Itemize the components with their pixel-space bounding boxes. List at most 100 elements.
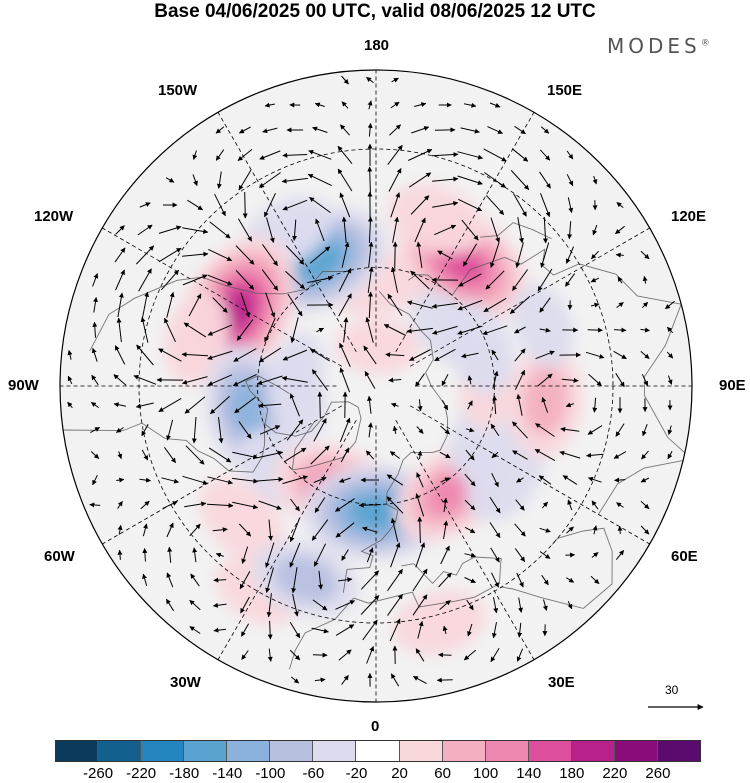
colorbar-swatch — [98, 740, 142, 762]
coastline — [353, 556, 502, 608]
wind-vector — [289, 621, 301, 639]
wind-vector — [115, 427, 124, 433]
wind-vector — [464, 552, 476, 558]
wind-vector — [117, 549, 123, 560]
wind-vector — [215, 552, 224, 558]
wind-vector — [491, 349, 499, 361]
wind-vector — [115, 269, 125, 291]
wind-vector — [388, 168, 402, 192]
wind-vector — [510, 170, 530, 190]
wind-vector — [311, 369, 329, 391]
wind-vector — [91, 347, 98, 362]
wind-vector — [591, 250, 599, 260]
wind-vector — [212, 297, 228, 313]
wind-vector — [141, 423, 149, 437]
wind-vector — [541, 574, 549, 586]
wind-vector — [207, 476, 234, 485]
wind-vector — [285, 270, 305, 290]
colorbar-tick-label: -180 — [169, 765, 200, 782]
wind-vector — [341, 241, 350, 268]
wind-vector — [133, 374, 157, 385]
wind-vector — [490, 547, 500, 563]
wind-vector — [416, 426, 424, 434]
wind-vector — [235, 245, 255, 265]
wind-vector — [207, 350, 233, 360]
wind-vector — [490, 423, 500, 437]
wind-vector — [161, 477, 180, 484]
wind-vector — [236, 319, 254, 341]
wind-vector — [493, 597, 499, 614]
wind-vector — [539, 149, 551, 161]
wind-vector — [509, 296, 531, 314]
anomaly-contour — [388, 183, 486, 255]
wind-vector — [258, 403, 282, 409]
wind-vector — [592, 224, 598, 236]
wind-vector — [442, 497, 448, 512]
wind-vector — [387, 568, 403, 591]
wind-vector — [534, 448, 556, 462]
wind-vector — [290, 317, 299, 344]
wind-vector — [312, 599, 328, 611]
wind-vector — [165, 177, 175, 183]
wind-vector — [184, 501, 207, 508]
wind-vector — [458, 273, 482, 287]
wind-vector — [412, 594, 428, 616]
wind-vector — [432, 325, 458, 335]
wind-vector — [187, 199, 204, 211]
wind-vector — [281, 177, 308, 184]
wind-vector — [539, 171, 551, 189]
wind-vector — [339, 417, 351, 443]
wind-vector — [212, 527, 228, 533]
wind-vector — [256, 476, 284, 482]
wind-vector — [484, 172, 507, 188]
wind-vector — [317, 391, 323, 419]
wind-vector — [487, 126, 504, 134]
wind-vector — [312, 126, 328, 133]
wind-vector — [137, 224, 153, 236]
wind-vector — [268, 519, 274, 541]
wind-vector — [192, 150, 198, 160]
wind-vector — [385, 352, 405, 358]
wind-vector — [258, 172, 281, 188]
wind-vector — [362, 526, 378, 533]
wind-vector — [314, 102, 325, 108]
wind-vector — [665, 300, 675, 310]
wind-vector — [309, 246, 331, 264]
lon-label-90e: 90E — [719, 377, 746, 394]
wind-vector — [440, 477, 450, 483]
wind-vector — [339, 192, 351, 218]
wind-vector — [183, 322, 207, 338]
wind-vector — [442, 625, 448, 635]
wind-vector — [666, 326, 674, 334]
wind-vector — [335, 624, 355, 636]
wind-vector — [92, 474, 98, 486]
wind-vector — [392, 241, 398, 269]
wind-vector — [466, 599, 474, 611]
wind-vector — [367, 122, 373, 137]
wind-vector — [266, 217, 275, 243]
wind-vector — [417, 516, 423, 544]
map-title: Base 04/06/2025 00 UTC, valid 08/06/2025… — [154, 1, 596, 22]
wind-vector — [540, 193, 551, 218]
wind-vector — [139, 202, 151, 208]
anomaly-contour — [228, 380, 267, 437]
wind-vector — [518, 597, 523, 613]
colorbar-tick-label: 20 — [391, 765, 408, 782]
wind-vector — [616, 202, 624, 208]
wind-vector — [537, 268, 553, 292]
wind-vector — [266, 593, 272, 618]
wind-vector — [615, 252, 624, 258]
colorbar-swatch — [614, 740, 658, 762]
wind-vector — [666, 351, 674, 359]
wind-vector — [135, 245, 155, 265]
anomaly-contour — [199, 477, 285, 563]
colorbar-swatch — [399, 740, 443, 762]
wind-vector — [485, 270, 505, 290]
wind-vector — [613, 451, 627, 459]
colorbar-tick-label: 220 — [602, 765, 628, 782]
wind-vector — [464, 577, 476, 583]
lon-label-30w: 30W — [170, 674, 201, 691]
lon-label-180: 180 — [364, 37, 390, 54]
wind-vector — [586, 452, 604, 458]
wind-vector — [491, 451, 499, 459]
